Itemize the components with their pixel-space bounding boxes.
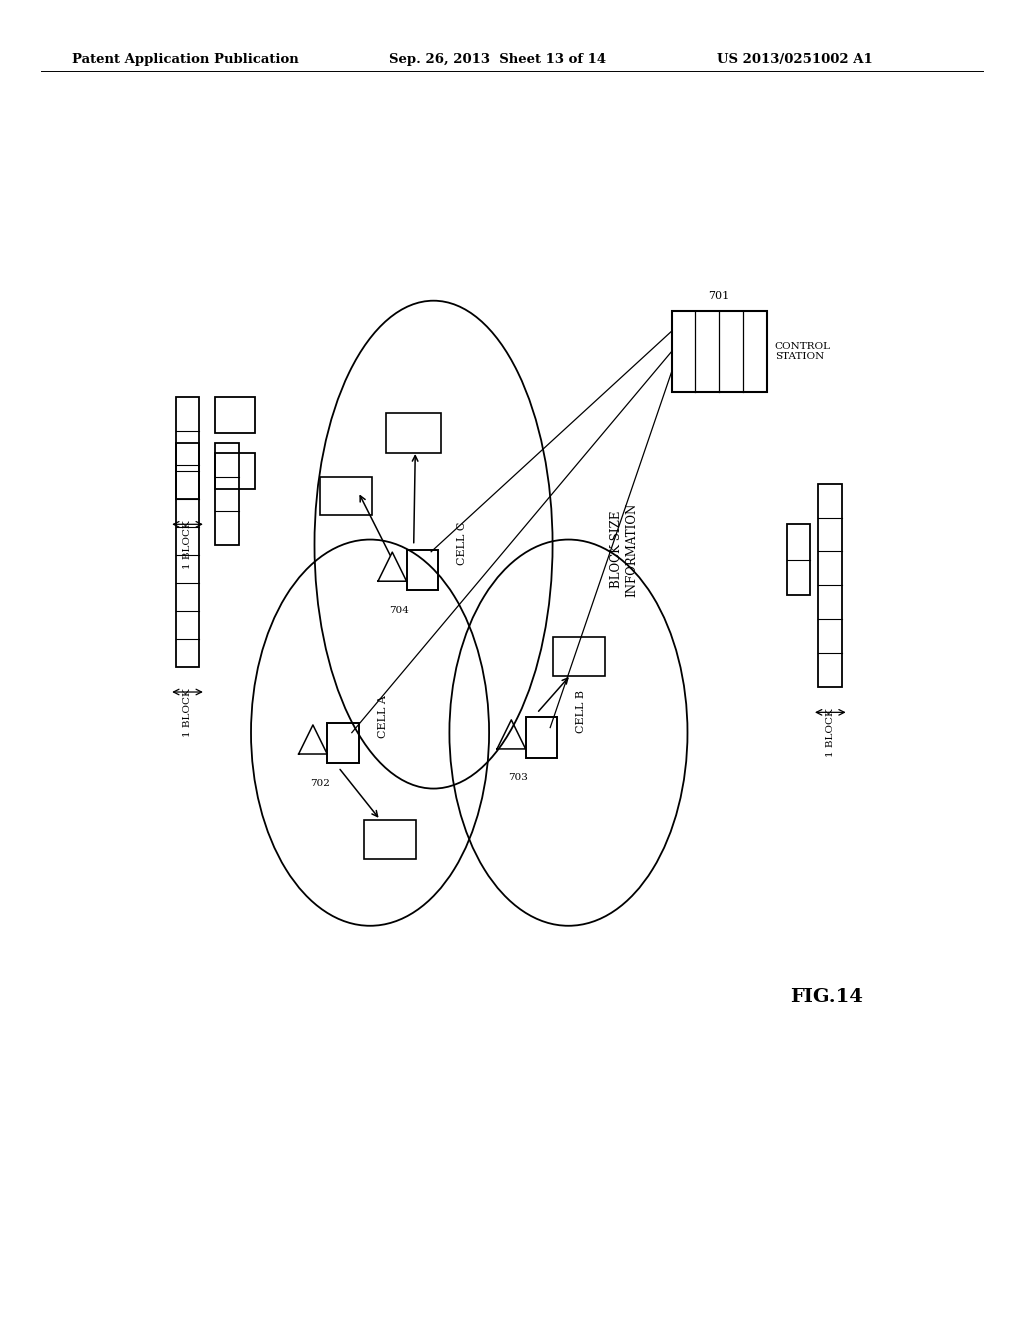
Bar: [786, 524, 811, 595]
Bar: [525, 718, 557, 758]
Bar: [176, 397, 200, 499]
Bar: [365, 820, 416, 859]
Text: 702: 702: [310, 779, 330, 788]
Text: CELL C: CELL C: [458, 521, 467, 565]
Text: FIG.14: FIG.14: [790, 987, 863, 1006]
Text: BLOCK SIZE
INFORMATION: BLOCK SIZE INFORMATION: [610, 503, 638, 597]
Bar: [215, 453, 255, 488]
Text: 1 BLOCK: 1 BLOCK: [183, 688, 193, 737]
Bar: [215, 444, 240, 545]
Text: 701: 701: [709, 290, 730, 301]
Bar: [672, 312, 767, 392]
Text: CELL A: CELL A: [378, 694, 388, 738]
Text: 704: 704: [389, 606, 410, 615]
Bar: [553, 638, 604, 676]
Bar: [407, 549, 438, 590]
Bar: [176, 444, 200, 667]
Text: CONTROL
STATION: CONTROL STATION: [775, 342, 830, 362]
Text: Sep. 26, 2013  Sheet 13 of 14: Sep. 26, 2013 Sheet 13 of 14: [389, 53, 606, 66]
Text: Patent Application Publication: Patent Application Publication: [72, 53, 298, 66]
Text: CELL B: CELL B: [577, 689, 587, 733]
Text: 703: 703: [509, 774, 528, 783]
Bar: [818, 483, 842, 686]
Bar: [386, 413, 441, 453]
Bar: [215, 397, 255, 433]
Text: 1 BLOCK: 1 BLOCK: [825, 709, 835, 758]
Text: US 2013/0251002 A1: US 2013/0251002 A1: [717, 53, 872, 66]
Bar: [321, 477, 372, 515]
Bar: [328, 722, 359, 763]
Text: 1 BLOCK: 1 BLOCK: [183, 520, 193, 569]
